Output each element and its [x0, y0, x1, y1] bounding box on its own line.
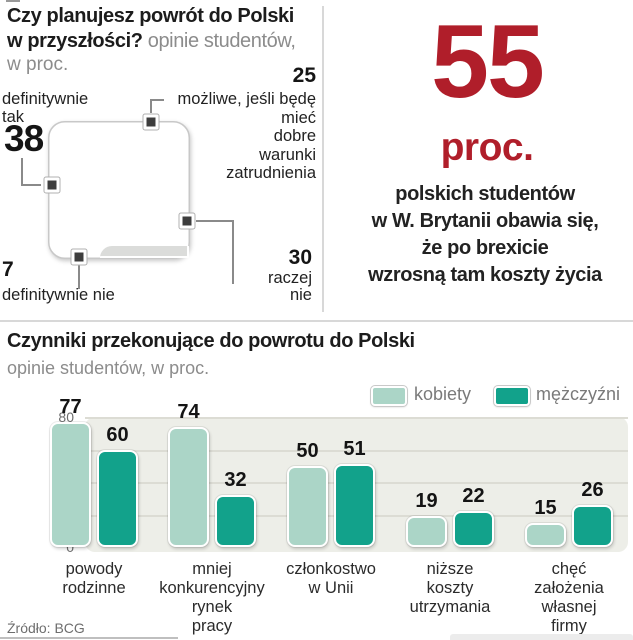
value-label-mężczyźni-1: 32 [224, 469, 247, 491]
value-label-kobiety-2: 50 [296, 439, 319, 462]
category-label-1: mniej konkurencyjny rynek pracy [159, 560, 265, 635]
bar-mężczyźni-0 [97, 449, 138, 547]
callout-marker-30 [178, 212, 196, 230]
crop-artifact-bottom-right [450, 634, 633, 640]
bar-chart-subtitle: opinie studentów, w proc. [7, 358, 210, 378]
legend-swatch-kobiety [371, 386, 407, 406]
callout-marker-25 [142, 113, 160, 131]
callout-markers [43, 113, 196, 266]
value-label-mężczyźni-3: 22 [462, 485, 485, 508]
pie-label-definitywnie-nie: definitywnie nie [2, 286, 115, 304]
pie-value-definitywnie-nie: 7 [2, 258, 14, 281]
square-pie-chart [21, 99, 234, 289]
source-note: Źródło: BCG [7, 620, 85, 636]
question-title: Czy planujesz powrót do Polski w przyszł… [7, 4, 296, 54]
y-axis-tick-0: 0 [66, 539, 74, 555]
pie-label-raczej-nie: raczej nie [267, 269, 312, 304]
value-label-kobiety-4: 15 [534, 496, 557, 519]
bar-kobiety-3 [406, 516, 447, 547]
question-title-line2: w przyszłości? [7, 30, 143, 52]
gridline-80 [85, 417, 628, 419]
bar-kobiety-1 [168, 426, 209, 547]
legend-swatch-mezczyzni [494, 386, 530, 406]
callout-line-25 [150, 99, 164, 113]
stat-number: 55 [431, 4, 545, 120]
bar-kobiety-2 [287, 465, 328, 547]
horizontal-divider [0, 320, 633, 322]
value-label-kobiety-0: 77 [59, 395, 82, 418]
value-label-mężczyźni-4: 26 [581, 478, 604, 501]
bar-kobiety-4 [525, 522, 566, 547]
bar-mężczyźni-1 [215, 495, 256, 547]
callout-marker-38 [43, 176, 61, 194]
pie-label-definitywnie-tak: definitywnie tak [2, 90, 89, 126]
stat-description: polskich studentów w W. Brytanii obawia … [368, 183, 602, 286]
value-label-mężczyźni-0: 60 [106, 423, 129, 446]
category-label-4: chęć założenia własnej firmy [534, 560, 604, 635]
pie-slice-raczej-nie [100, 246, 189, 258]
category-label-2: członkostwo w Unii [286, 560, 376, 597]
y-axis-tick-80: 80 [58, 409, 74, 425]
crop-artifact-top-left [6, 0, 20, 2]
bar-mężczyźni-2 [334, 464, 375, 547]
bar-mężczyźni-3 [453, 511, 494, 547]
crop-artifact-bottom-left [0, 637, 178, 639]
gridline-60 [85, 449, 628, 452]
callout-line-30 [196, 220, 234, 284]
stat-unit: proc. [440, 126, 534, 169]
callout-marker-7 [70, 248, 88, 266]
question-title-line1: Czy planujesz powrót do Polski [7, 5, 294, 27]
category-label-0: powody rodzinne [62, 560, 126, 597]
pie-value-raczej-nie: 30 [288, 246, 312, 269]
question-subtitle-line2: w proc. [7, 54, 69, 75]
question-subtitle: opinie studentów, [142, 30, 296, 52]
pie-value-definitywnie-tak: 38 [4, 118, 44, 159]
pie-value-mozliwe: 25 [292, 64, 316, 87]
bar-mężczyźni-4 [572, 504, 613, 547]
callout-line-38 [21, 158, 41, 186]
bar-chart-title: Czynniki przekonujące do powrotu do Pols… [7, 330, 415, 352]
value-label-mężczyźni-2: 51 [343, 438, 366, 461]
legend-label-kobiety: kobiety [414, 384, 472, 404]
category-label-3: niższe koszty utrzymania [409, 560, 491, 616]
pie-label-mozliwe: możliwe, jeśli będę mieć dobre warunki z… [177, 90, 316, 182]
legend-label-mezczyzni: mężczyźni [536, 384, 621, 404]
vertical-divider [322, 6, 324, 312]
value-label-kobiety-3: 19 [415, 490, 438, 513]
bar-kobiety-0 [50, 421, 91, 547]
value-label-kobiety-1: 74 [177, 400, 200, 423]
